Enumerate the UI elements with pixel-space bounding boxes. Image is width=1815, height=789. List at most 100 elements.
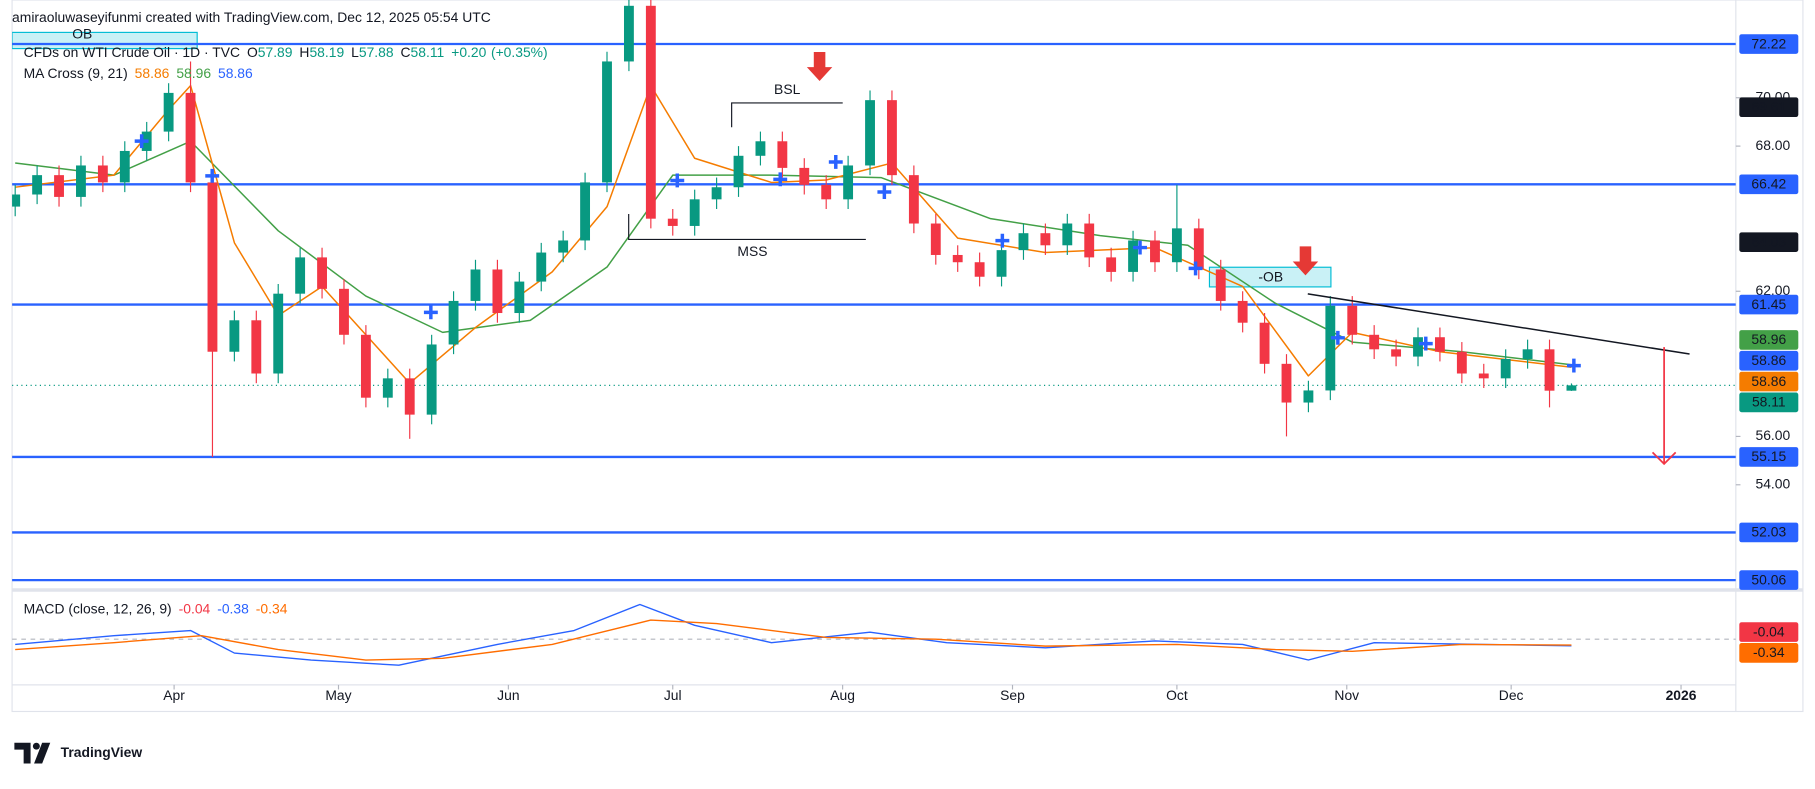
level-badge-label: 55.15: [1751, 448, 1786, 464]
candle-body: [514, 281, 525, 314]
candle-body: [602, 61, 612, 183]
ma-legend: MA Cross (9, 21) 58.86 58.96 58.86: [24, 65, 253, 81]
candle-body: [1128, 240, 1138, 272]
candle-body: [1193, 228, 1204, 270]
candle-body: [821, 184, 832, 200]
y-tick-label: 56.00: [1755, 427, 1790, 443]
order-block-label: -OB: [1258, 268, 1283, 284]
candle-body: [185, 92, 196, 183]
candle-body: [1150, 240, 1160, 263]
close-value: 58.11: [411, 44, 445, 60]
candle-body: [492, 269, 503, 314]
candle-body: [1259, 322, 1270, 364]
candle-body: [558, 240, 569, 253]
candle-body: [470, 269, 481, 301]
macd-badge: [1739, 643, 1799, 663]
cross-marker: [1566, 358, 1581, 373]
level-badge: [1739, 570, 1799, 590]
macd-signal-value: -0.34: [256, 600, 288, 616]
price-badge-label: 58.11: [1752, 394, 1786, 410]
cross-marker: [205, 168, 220, 183]
candle-body: [273, 293, 284, 374]
open-value: 57.89: [258, 44, 293, 60]
candle-body: [317, 257, 327, 289]
macd-histogram-value: -0.04: [179, 600, 211, 616]
chart-frame: [11, 0, 1804, 713]
x-tick-label: Jun: [497, 687, 519, 703]
price-badge: [1739, 330, 1799, 350]
candle-body: [777, 141, 788, 168]
candle-body: [952, 254, 963, 263]
price-badge: [1739, 232, 1799, 252]
candle-body: [667, 218, 678, 226]
candle-body: [1215, 269, 1226, 301]
change-value: +0.20: [451, 44, 486, 60]
price-badge-label: 69.61: [1751, 98, 1786, 114]
candle-body: [382, 378, 393, 398]
candle-body: [54, 175, 64, 197]
candle-body: [76, 165, 86, 197]
cross-marker: [670, 173, 685, 188]
logo-mark: [14, 742, 31, 764]
candle-body: [1434, 337, 1445, 352]
candle-body: [1325, 305, 1336, 391]
candle-body: [536, 252, 547, 282]
cross-marker: [1330, 330, 1345, 345]
level-badge: [1739, 447, 1799, 467]
candle-body: [1456, 351, 1467, 374]
candle-body: [1391, 349, 1402, 357]
brand-logo: TradingView: [14, 742, 142, 764]
candle-body: [339, 288, 349, 335]
level-badge-label: 66.42: [1751, 176, 1786, 192]
cross-marker: [1188, 261, 1203, 276]
logo-mark: [34, 742, 51, 764]
sell-arrow: [1292, 246, 1319, 276]
candle-body: [1347, 305, 1358, 335]
macd-badge: [1739, 622, 1799, 642]
macd-badge-label: -0.34: [1753, 644, 1785, 660]
x-tick-label: Oct: [1166, 687, 1188, 703]
change-percent: (+0.35%): [491, 44, 548, 60]
level-badge-label: 61.45: [1751, 296, 1786, 312]
candle-body: [32, 175, 43, 195]
x-tick-label: Apr: [163, 687, 185, 703]
main-pane: OB: [12, 0, 1736, 582]
ma-slow-value: 58.96: [176, 65, 211, 81]
candle-body: [1018, 233, 1029, 251]
mss-line: [628, 214, 866, 241]
candle-body: [1171, 228, 1182, 263]
x-tick-label: Aug: [830, 687, 855, 703]
ma-cross-value: 58.86: [218, 65, 253, 81]
price-badge-label: 58.86: [1751, 373, 1786, 389]
candle-body: [799, 167, 810, 185]
candle-body: [1040, 233, 1051, 246]
candle-body: [360, 334, 371, 398]
x-tick-label: Dec: [1499, 687, 1524, 703]
cross-marker: [828, 155, 843, 169]
logo-mark: [32, 742, 40, 750]
x-tick-label: 2026: [1666, 687, 1697, 703]
cross-marker: [773, 172, 788, 187]
macd-line-value: -0.38: [217, 600, 249, 616]
candle-body: [12, 194, 21, 207]
level-badge: [1739, 174, 1799, 195]
bsl-label: BSL: [774, 81, 801, 97]
cross-marker: [423, 305, 438, 320]
bsl-line: [731, 102, 843, 128]
level-badge-label: 72.22: [1751, 35, 1786, 51]
level-badge-label: 52.03: [1751, 524, 1786, 540]
candle-body: [908, 175, 919, 224]
candle-body: [1237, 300, 1248, 323]
symbol-legend: CFDs on WTI Crude Oil · 1D · TVC O57.89 H5…: [24, 44, 548, 60]
candle-body: [1566, 385, 1577, 391]
macd-legend: MACD (close, 12, 26, 9) -0.04 -0.38 -0.34: [24, 600, 288, 616]
ma-legend-title: MA Cross (9, 21): [24, 65, 128, 81]
open-label: O: [247, 44, 258, 60]
macd-pane: [12, 603, 1736, 666]
candle-body: [1303, 390, 1314, 403]
high-value: 58.19: [309, 44, 344, 60]
price-badge-label: 64.03: [1751, 233, 1786, 249]
level-badge: [1739, 34, 1799, 54]
y-tick-label: 68.00: [1755, 137, 1790, 153]
